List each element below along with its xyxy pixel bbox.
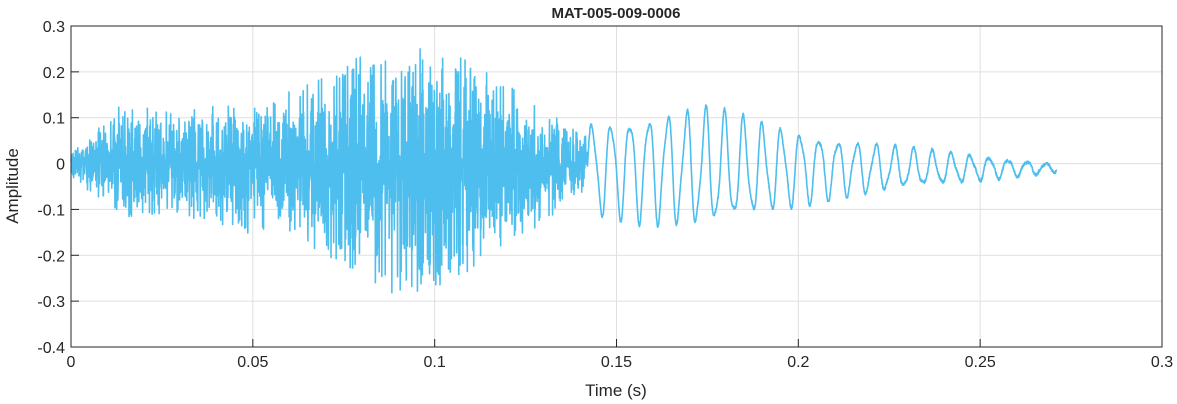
x-axis-label: Time (s) (585, 381, 647, 400)
y-tick-label: 0.2 (43, 65, 65, 82)
plot-frame (70, 25, 1163, 348)
x-tick-label: 0.1 (424, 354, 446, 371)
chart-title: MAT-005-009-0006 (552, 5, 681, 22)
y-tick-label: -0.3 (37, 294, 65, 311)
x-axis-ticks: 0 0.05 0.1 0.15 0.2 0.25 0.3 (67, 339, 1173, 371)
x-tick-label: 0.3 (1151, 354, 1173, 371)
x-tick-label: 0.25 (965, 354, 996, 371)
y-tick-label: -0.1 (37, 202, 65, 219)
y-tick-label: 0.1 (43, 111, 65, 128)
y-tick-label: 0 (56, 157, 65, 174)
y-tick-label: -0.2 (37, 248, 65, 265)
y-tick-label: 0.3 (43, 19, 65, 36)
y-axis-label: Amplitude (3, 148, 22, 224)
y-axis-ticks: -0.4 -0.3 -0.2 -0.1 0 0.1 0.2 0.3 (37, 19, 79, 357)
x-tick-label: 0 (67, 354, 76, 371)
x-tick-label: 0.2 (787, 354, 809, 371)
x-tick-label: 0.15 (601, 354, 632, 371)
waveform-series-line (70, 48, 1058, 294)
y-tick-label: -0.4 (37, 340, 65, 357)
x-tick-label: 0.05 (237, 354, 268, 371)
